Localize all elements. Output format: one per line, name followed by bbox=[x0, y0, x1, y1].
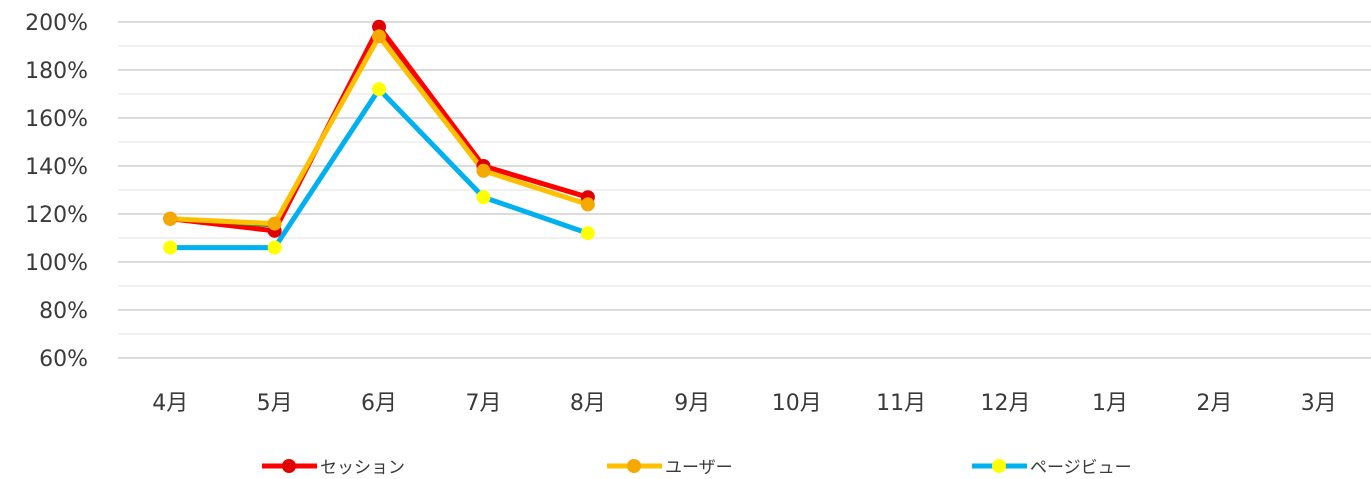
legend-label: ユーザー bbox=[665, 458, 733, 478]
x-tick-label: 8月 bbox=[570, 391, 606, 416]
data-point bbox=[163, 240, 178, 255]
x-tick-label: 9月 bbox=[674, 391, 710, 416]
legend: セッション ユーザー ページビュー bbox=[262, 458, 1132, 478]
y-tick-label: 80% bbox=[39, 299, 88, 324]
x-axis-ticks: 4月 5月 6月 7月 8月 9月 10月 11月 12月 1月 2月 3月 bbox=[152, 391, 1337, 416]
legend-label: ページビュー bbox=[1030, 458, 1132, 478]
y-tick-label: 120% bbox=[25, 203, 88, 228]
x-tick-label: 4月 bbox=[152, 391, 188, 416]
legend-marker bbox=[627, 459, 641, 473]
data-point bbox=[580, 197, 595, 212]
x-tick-label: 10月 bbox=[772, 391, 822, 416]
legend-marker bbox=[282, 459, 296, 473]
series-line-0 bbox=[169, 24, 589, 234]
x-tick-label: 6月 bbox=[361, 391, 397, 416]
data-point bbox=[267, 240, 282, 255]
x-tick-label: 7月 bbox=[465, 391, 501, 416]
data-point bbox=[476, 190, 491, 205]
x-tick-label: 11月 bbox=[876, 391, 926, 416]
series-line-2 bbox=[170, 33, 589, 227]
y-tick-label: 160% bbox=[25, 107, 88, 132]
y-tick-label: 100% bbox=[25, 251, 88, 276]
x-tick-label: 3月 bbox=[1301, 391, 1337, 416]
y-axis-ticks: 60% 80% 100% 120% 140% 160% 180% 200% bbox=[25, 11, 88, 372]
gridlines bbox=[118, 21, 1371, 359]
y-tick-label: 60% bbox=[39, 347, 88, 372]
legend-item: ユーザー bbox=[607, 458, 733, 478]
legend-item: セッション bbox=[262, 458, 405, 478]
series-line-1 bbox=[170, 32, 589, 228]
legend-item: ページビュー bbox=[972, 458, 1132, 478]
data-point bbox=[580, 226, 595, 241]
x-tick-label: 2月 bbox=[1196, 391, 1232, 416]
y-tick-label: 140% bbox=[25, 155, 88, 180]
x-tick-label: 1月 bbox=[1092, 391, 1128, 416]
x-tick-label: 12月 bbox=[981, 391, 1031, 416]
legend-label: セッション bbox=[320, 458, 405, 478]
data-point bbox=[372, 29, 387, 44]
series-markers bbox=[163, 19, 595, 255]
data-point bbox=[372, 82, 387, 97]
y-tick-label: 200% bbox=[25, 11, 88, 36]
data-point bbox=[163, 211, 178, 226]
x-tick-label: 5月 bbox=[257, 391, 293, 416]
legend-marker bbox=[992, 459, 1006, 473]
y-tick-label: 180% bbox=[25, 59, 88, 84]
data-point bbox=[476, 163, 491, 178]
data-point bbox=[267, 216, 282, 231]
data-point bbox=[372, 19, 387, 34]
